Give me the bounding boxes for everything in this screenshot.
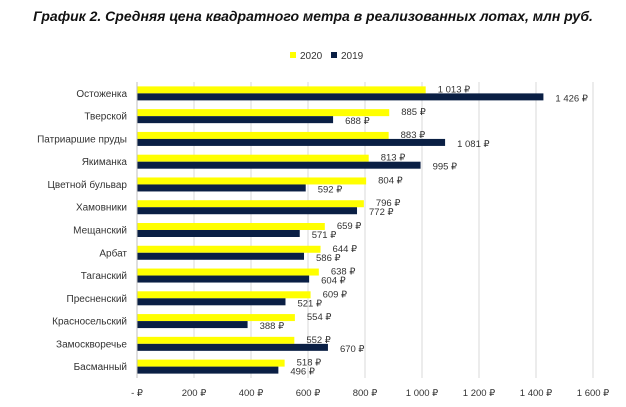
x-tick-label: 600 ₽ <box>296 388 321 399</box>
legend-swatch-2019 <box>331 52 337 58</box>
value-label-2020: 609 ₽ <box>323 289 348 300</box>
value-label-2019: 772 ₽ <box>369 207 394 218</box>
bar-2019 <box>137 321 248 329</box>
value-label-2020: 885 ₽ <box>401 107 426 118</box>
value-label-2020: 659 ₽ <box>337 221 362 232</box>
x-tick-label: 1 000 ₽ <box>406 388 439 399</box>
x-tick-label: - ₽ <box>131 388 144 399</box>
value-label-2019: 388 ₽ <box>260 321 285 332</box>
bar-2019 <box>137 252 305 260</box>
bar-2020 <box>137 131 389 139</box>
bar-2020 <box>137 359 285 367</box>
value-label-2019: 496 ₽ <box>290 367 315 378</box>
category-label: Тверской <box>84 112 127 123</box>
value-label-2019: 571 ₽ <box>312 230 337 241</box>
value-label-2019: 670 ₽ <box>340 344 365 355</box>
legend-swatch-2020 <box>290 52 296 58</box>
value-label-2019: 521 ₽ <box>297 298 322 309</box>
x-tick-label: 800 ₽ <box>353 388 378 399</box>
value-label-2019: 1 426 ₽ <box>555 93 588 104</box>
bar-2020 <box>137 223 325 230</box>
x-tick-label: 1 200 ₽ <box>463 388 496 399</box>
legend-label-2019: 2019 <box>341 51 364 62</box>
category-label: Остоженка <box>76 89 127 100</box>
value-label-2019: 1 081 ₽ <box>457 139 490 150</box>
category-label: Мещанский <box>73 226 127 237</box>
bar-2020 <box>137 268 319 276</box>
value-label-2019: 586 ₽ <box>316 253 341 264</box>
bar-2019 <box>137 138 446 146</box>
bar-2019 <box>137 161 421 169</box>
x-tick-label: 400 ₽ <box>239 388 264 399</box>
bar-2019 <box>137 275 310 283</box>
value-label-2020: 518 ₽ <box>297 358 322 369</box>
bar-2020 <box>137 177 367 185</box>
value-label-2020: 813 ₽ <box>381 153 406 164</box>
bar-2020 <box>137 336 295 344</box>
bar-2019 <box>137 207 358 215</box>
bar-2020 <box>137 314 295 322</box>
bar-2020 <box>137 109 390 117</box>
x-tick-label: 1 400 ₽ <box>520 388 553 399</box>
bar-2020 <box>137 291 311 299</box>
category-label: Басманный <box>74 362 127 373</box>
value-label-2019: 995 ₽ <box>433 162 458 173</box>
bar-2020 <box>137 86 426 94</box>
bar-2019 <box>137 343 328 351</box>
chart-title: График 2. Средняя цена квадратного метра… <box>33 8 593 24</box>
value-label-2020: 804 ₽ <box>378 175 403 186</box>
bar-2019 <box>137 298 286 306</box>
category-label: Якиманка <box>82 157 128 168</box>
bar-2020 <box>137 200 364 208</box>
value-label-2019: 688 ₽ <box>345 116 370 127</box>
bar-2019 <box>137 116 334 124</box>
value-label-2020: 638 ₽ <box>331 267 356 278</box>
bar-2020 <box>137 154 369 162</box>
category-label: Замоскворечье <box>56 339 127 350</box>
value-label-2020: 883 ₽ <box>401 130 426 141</box>
category-label: Цветной бульвар <box>47 179 127 191</box>
value-label-2019: 592 ₽ <box>318 184 343 195</box>
bar-2019 <box>137 230 300 237</box>
legend-label-2020: 2020 <box>300 51 323 62</box>
category-label: Арбат <box>99 247 127 259</box>
category-label: Пресненский <box>67 294 127 305</box>
value-label-2020: 644 ₽ <box>333 244 358 255</box>
category-label: Патриаршие пруды <box>37 134 127 145</box>
bar-2019 <box>137 366 279 374</box>
category-label: Красносельский <box>52 317 127 328</box>
value-label-2020: 554 ₽ <box>307 312 332 323</box>
category-label: Таганский <box>81 271 127 282</box>
value-label-2020: 1 013 ₽ <box>438 84 471 95</box>
bar-2020 <box>137 245 321 253</box>
value-label-2020: 796 ₽ <box>376 198 401 209</box>
x-tick-label: 200 ₽ <box>182 388 207 399</box>
bar-2019 <box>137 184 306 192</box>
category-label: Хамовники <box>76 203 127 214</box>
value-label-2019: 604 ₽ <box>321 276 346 287</box>
value-label-2020: 552 ₽ <box>306 335 331 346</box>
x-tick-label: 1 600 ₽ <box>577 388 610 399</box>
bar-2019 <box>137 93 544 101</box>
